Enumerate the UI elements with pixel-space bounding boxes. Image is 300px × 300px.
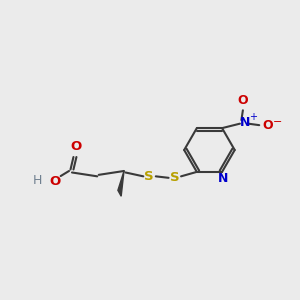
Text: S: S	[144, 170, 154, 183]
Text: O: O	[238, 94, 248, 107]
Text: O: O	[71, 140, 82, 153]
Text: +: +	[249, 112, 257, 122]
Text: N: N	[218, 172, 229, 185]
Text: N: N	[240, 116, 250, 129]
Text: O: O	[50, 176, 61, 188]
Text: −: −	[272, 117, 282, 127]
Text: H: H	[33, 174, 43, 187]
Text: O: O	[262, 118, 273, 132]
Text: S: S	[170, 171, 179, 184]
Polygon shape	[118, 171, 124, 196]
